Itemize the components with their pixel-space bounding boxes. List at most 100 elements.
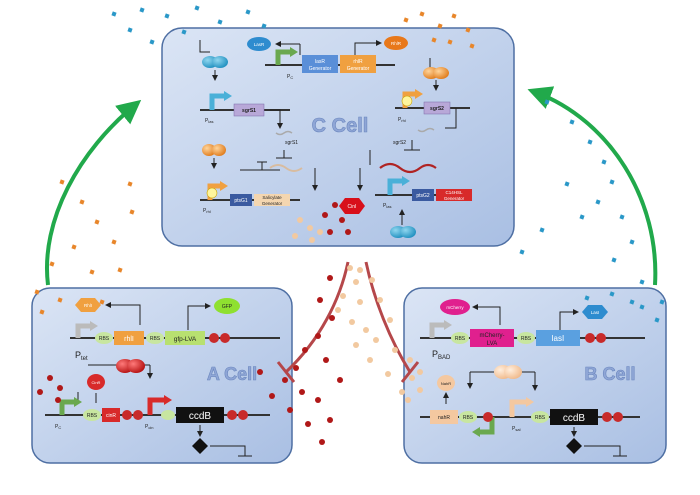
signal-square — [587, 139, 593, 145]
svg-text:RBS: RBS — [521, 336, 532, 342]
signal-molecules — [34, 5, 665, 445]
gfp-gene-box — [165, 331, 205, 345]
nahr-protein — [437, 375, 455, 391]
signal-dot — [57, 385, 63, 391]
lasl-gene-box — [536, 330, 580, 346]
signal-square — [569, 119, 575, 125]
rhlr-ahl-complex-right — [423, 67, 449, 79]
signal-dot — [299, 389, 305, 395]
signal-dot — [257, 369, 263, 375]
signal-square — [465, 27, 471, 33]
signal-square — [609, 179, 615, 185]
signal-square — [34, 289, 40, 295]
signal-dot — [399, 389, 405, 395]
reverse-promoter-icon — [478, 417, 495, 435]
svg-text:lasI: lasI — [552, 334, 564, 343]
signal-square — [164, 13, 170, 19]
rhlr-ahl-complex-left — [202, 144, 226, 156]
signal-square — [629, 239, 635, 245]
signal-dot — [339, 217, 345, 223]
signal-square — [194, 5, 200, 11]
signal-square — [601, 159, 607, 165]
signal-dot — [305, 421, 311, 427]
signal-dot — [307, 225, 313, 231]
lasl-protein — [582, 305, 608, 319]
signal-dot — [405, 397, 411, 403]
rhll-gene-box — [114, 331, 144, 345]
svg-text:RBS: RBS — [535, 415, 546, 421]
signal-dot — [329, 315, 335, 321]
svg-text:PC: PC — [55, 424, 61, 430]
pbad-promoter-icon — [429, 322, 446, 338]
rhll-protein — [75, 298, 101, 312]
svg-text:RBS: RBS — [455, 336, 466, 342]
signal-dot — [392, 347, 398, 353]
a-cell: A Cell RhlI GFP RBS rhlI RBS gfp-LVA Pte… — [31, 287, 293, 464]
svg-text:Pcin: Pcin — [145, 424, 153, 430]
svg-text:PC: PC — [287, 74, 293, 80]
svg-text:lasR: lasR — [315, 59, 325, 65]
rbs-3 — [83, 409, 101, 421]
svg-text:mCherry: mCherry — [446, 305, 464, 310]
svg-text:C14HSL: C14HSL — [445, 190, 463, 195]
b-rbs-2 — [517, 332, 535, 344]
signal-square — [49, 261, 55, 267]
signal-dot — [347, 265, 353, 271]
svg-text:ccdB: ccdB — [189, 411, 212, 422]
signal-square — [544, 99, 550, 105]
signal-dot — [407, 357, 413, 363]
cinr-c14-complex — [116, 359, 145, 373]
signal-square — [579, 214, 585, 220]
b-rbs-4 — [531, 411, 549, 423]
signal-dot — [317, 297, 323, 303]
lasr-generator-box — [302, 55, 338, 73]
b-cell-title: B Cell — [584, 364, 635, 384]
signal-square — [584, 295, 590, 301]
signal-dot — [353, 342, 359, 348]
svg-text:NahR: NahR — [441, 381, 451, 386]
svg-text:ptsG1: ptsG1 — [234, 198, 248, 204]
b-ccdb-gene-box — [550, 409, 598, 425]
signal-square — [419, 11, 425, 17]
green-arrow-b-to-c — [527, 86, 658, 286]
ccdb-gene-box — [176, 407, 224, 423]
signal-square — [71, 244, 77, 250]
svg-text:CinI: CinI — [348, 204, 357, 210]
signal-square — [609, 291, 615, 297]
svg-text:sgrS1: sgrS1 — [242, 108, 256, 114]
svg-text:Salicylate: Salicylate — [262, 195, 282, 200]
svg-text:RBS: RBS — [463, 415, 474, 421]
svg-text:cinR: cinR — [106, 413, 116, 419]
ptet-promoter-icon — [75, 323, 92, 338]
mrna-left — [269, 164, 303, 172]
svg-text:sgrS2: sgrS2 — [430, 106, 444, 112]
b-rbs-1 — [451, 332, 469, 344]
signal-dot — [282, 377, 288, 383]
signal-square — [519, 249, 525, 255]
rbs-2 — [146, 332, 164, 344]
svg-text:Psal: Psal — [512, 426, 521, 432]
nahr-salicylate-complex — [494, 365, 522, 379]
signal-dot — [297, 217, 303, 223]
signal-dot — [367, 357, 373, 363]
signal-dot — [332, 202, 338, 208]
signal-dot — [315, 333, 321, 339]
pc-promoter-icon — [275, 49, 292, 65]
svg-text:ptsG2: ptsG2 — [416, 193, 430, 199]
signal-square — [654, 317, 660, 323]
mrna-right — [379, 162, 437, 174]
signal-square — [261, 23, 267, 29]
svg-text:sgrS1: sgrS1 — [285, 140, 298, 146]
signal-square — [451, 13, 457, 19]
b-ccdb-protein-diamond — [566, 438, 582, 454]
rbs-1 — [95, 332, 113, 344]
a-cell-title: A Cell — [207, 364, 257, 384]
sgrs2-rna — [417, 127, 435, 133]
signal-square — [403, 17, 409, 23]
signal-square — [539, 227, 545, 233]
plas2-promoter-icon — [387, 178, 404, 195]
plas-promoter-icon — [209, 93, 226, 110]
signal-square — [469, 43, 475, 49]
